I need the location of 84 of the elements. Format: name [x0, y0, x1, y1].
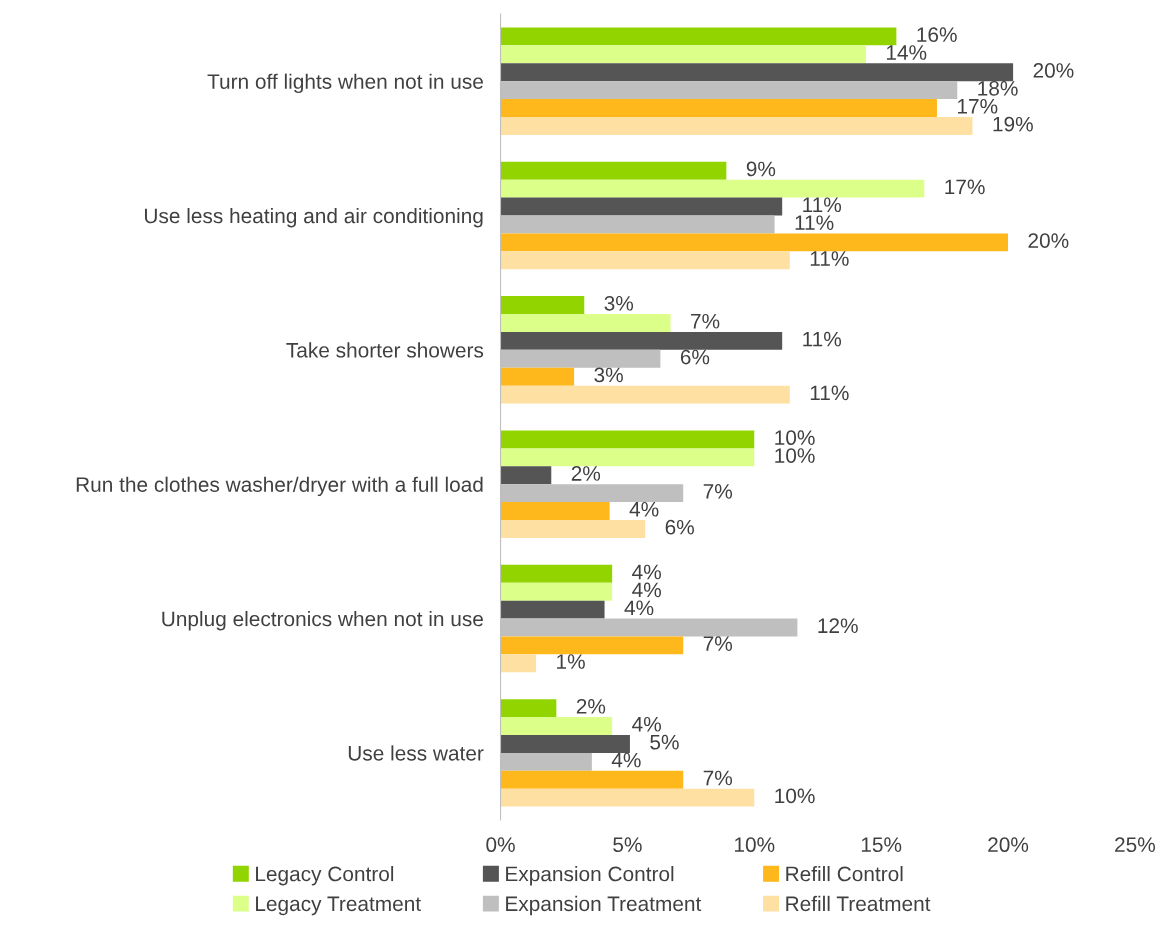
- bar: [500, 296, 585, 315]
- bar: [500, 251, 790, 270]
- bar: [500, 27, 897, 46]
- bar: [500, 520, 646, 538]
- y-tick-label: Use less water: [348, 745, 484, 761]
- bar: [500, 770, 684, 789]
- data-label: 2%: [571, 466, 601, 481]
- data-label: 11%: [810, 251, 849, 266]
- data-label: 2%: [576, 698, 606, 714]
- data-label: 7%: [691, 313, 720, 329]
- data-label: 4%: [629, 502, 659, 517]
- bar: [500, 161, 727, 180]
- x-tick-label: 20%: [988, 837, 1029, 853]
- data-label: 12%: [818, 618, 858, 634]
- data-label: 4%: [632, 716, 661, 732]
- bar: [500, 600, 605, 619]
- legend-label: Legacy Control: [256, 865, 394, 886]
- bar: [500, 233, 1009, 252]
- data-label: 16%: [917, 27, 957, 42]
- bar: [500, 45, 866, 64]
- y-tick-label: Take shorter showers: [286, 342, 484, 358]
- data-label: 11%: [803, 331, 842, 347]
- data-label: 11%: [795, 215, 834, 230]
- data-label: 17%: [958, 98, 998, 114]
- bar: [500, 179, 925, 198]
- y-tick-label: Run the clothes washer/dryer with a full load: [76, 476, 483, 497]
- x-tick-label: 15%: [861, 837, 902, 853]
- x-tick-label: 5%: [613, 837, 642, 853]
- y-tick-label: Turn off lights when not in use: [207, 73, 483, 94]
- bar: [500, 385, 790, 404]
- bar: [500, 466, 552, 485]
- bar: [500, 117, 973, 135]
- data-label: 1%: [557, 654, 585, 669]
- data-label: 3%: [594, 367, 623, 383]
- data-label: 7%: [703, 770, 733, 786]
- bar: [500, 734, 630, 753]
- bar: [500, 717, 613, 735]
- legend-label: Refill Control: [786, 865, 903, 882]
- bar: [500, 699, 557, 718]
- y-tick-label: Use less heating and air conditioning: [144, 207, 483, 228]
- x-tick-label: 0%: [486, 837, 515, 853]
- bar: [500, 788, 755, 807]
- data-label: 4%: [624, 600, 654, 616]
- bar: [500, 654, 537, 673]
- bar: [500, 99, 937, 117]
- data-label: 6%: [680, 349, 710, 365]
- data-label: 19%: [993, 116, 1033, 132]
- bar: [500, 582, 613, 601]
- data-label: 20%: [1028, 233, 1069, 248]
- legend-label: Expansion Treatment: [506, 895, 702, 916]
- bar: [500, 367, 575, 386]
- x-tick-label: 25%: [1115, 837, 1156, 853]
- legend-label: Refill Treatment: [786, 895, 931, 912]
- data-label: 11%: [810, 385, 849, 401]
- data-label: 10%: [775, 788, 815, 804]
- data-label: 10%: [775, 430, 815, 446]
- bar: [500, 63, 1014, 82]
- x-tick-label: 10%: [735, 837, 775, 853]
- data-label: 18%: [978, 80, 1018, 96]
- data-label: 7%: [703, 636, 733, 651]
- data-label: 11%: [803, 197, 842, 213]
- data-label: 17%: [945, 179, 985, 195]
- bar: [500, 331, 783, 350]
- data-label: 4%: [632, 564, 661, 580]
- legend-label: Expansion Control: [506, 865, 674, 886]
- data-label: 6%: [665, 519, 694, 535]
- data-label: 4%: [611, 752, 641, 768]
- bar: [500, 502, 610, 521]
- data-label: 4%: [632, 582, 661, 598]
- bar: [500, 448, 755, 467]
- bar: [500, 430, 755, 449]
- legend-label: Legacy Treatment: [256, 896, 421, 916]
- bar: [500, 197, 783, 216]
- y-tick-label: Unplug electronics when not in use: [162, 610, 483, 631]
- data-label: 3%: [604, 295, 634, 311]
- bar: [500, 314, 671, 332]
- data-label: 5%: [650, 734, 679, 750]
- bar: [500, 636, 684, 655]
- data-label: 9%: [746, 161, 776, 177]
- data-label: 7%: [703, 484, 733, 499]
- data-label: 14%: [886, 45, 927, 60]
- data-label: 20%: [1033, 63, 1074, 78]
- data-label: 10%: [775, 448, 815, 463]
- bar: [500, 564, 613, 583]
